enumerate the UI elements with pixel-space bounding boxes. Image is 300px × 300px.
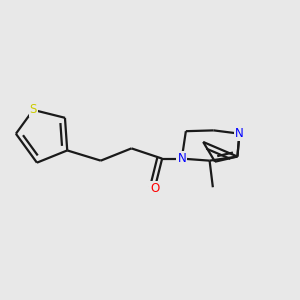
- Text: N: N: [177, 152, 186, 165]
- Text: N: N: [235, 127, 244, 140]
- Text: O: O: [150, 182, 159, 195]
- Text: S: S: [29, 103, 37, 116]
